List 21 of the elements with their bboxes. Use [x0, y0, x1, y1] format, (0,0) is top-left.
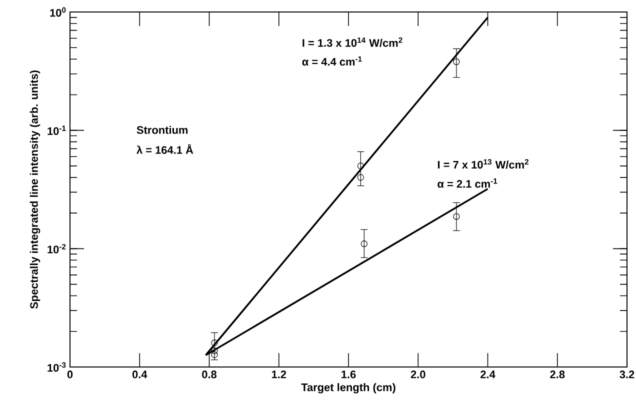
- x-tick-label: 1.6: [342, 370, 356, 378]
- annotation: α = 2.1 cm$^{-1}$: [438, 178, 498, 188]
- x-tick-label: 0.8: [202, 370, 217, 378]
- annotation: I = 7 x 10$^{13}$ W/cm$^{2}$: [438, 159, 529, 169]
- y-tick-label: 10$^{-2}$: [48, 244, 66, 254]
- x-tick-label: 2.8: [550, 370, 565, 378]
- x-tick-label: 1.2: [272, 370, 286, 378]
- y-axis-title: Spectrally integrated line intensity (arb. units): [30, 70, 40, 309]
- y-tick-label: 10$^{-3}$: [48, 362, 66, 372]
- y-tick-label: 10$^{-1}$: [48, 126, 66, 136]
- annotation: λ = 164.1 Å: [136, 144, 194, 154]
- y-tick-label: 10$^{0}$: [50, 7, 66, 17]
- x-axis-title: Target length (cm): [301, 383, 396, 394]
- x-tick-label: 2.0: [410, 370, 426, 378]
- x-tick-label: 2.4: [480, 370, 496, 378]
- annotation: α = 4.4 cm$^{-1}$: [302, 56, 362, 66]
- annotation: Strontium: [136, 126, 188, 134]
- x-tick-label: 3.2: [620, 370, 634, 378]
- x-tick-label: 0: [67, 370, 73, 378]
- x-tick-label: 0.4: [132, 370, 148, 378]
- annotation: I = 1.3 x 10$^{14}$ W/cm$^{2}$: [302, 37, 402, 47]
